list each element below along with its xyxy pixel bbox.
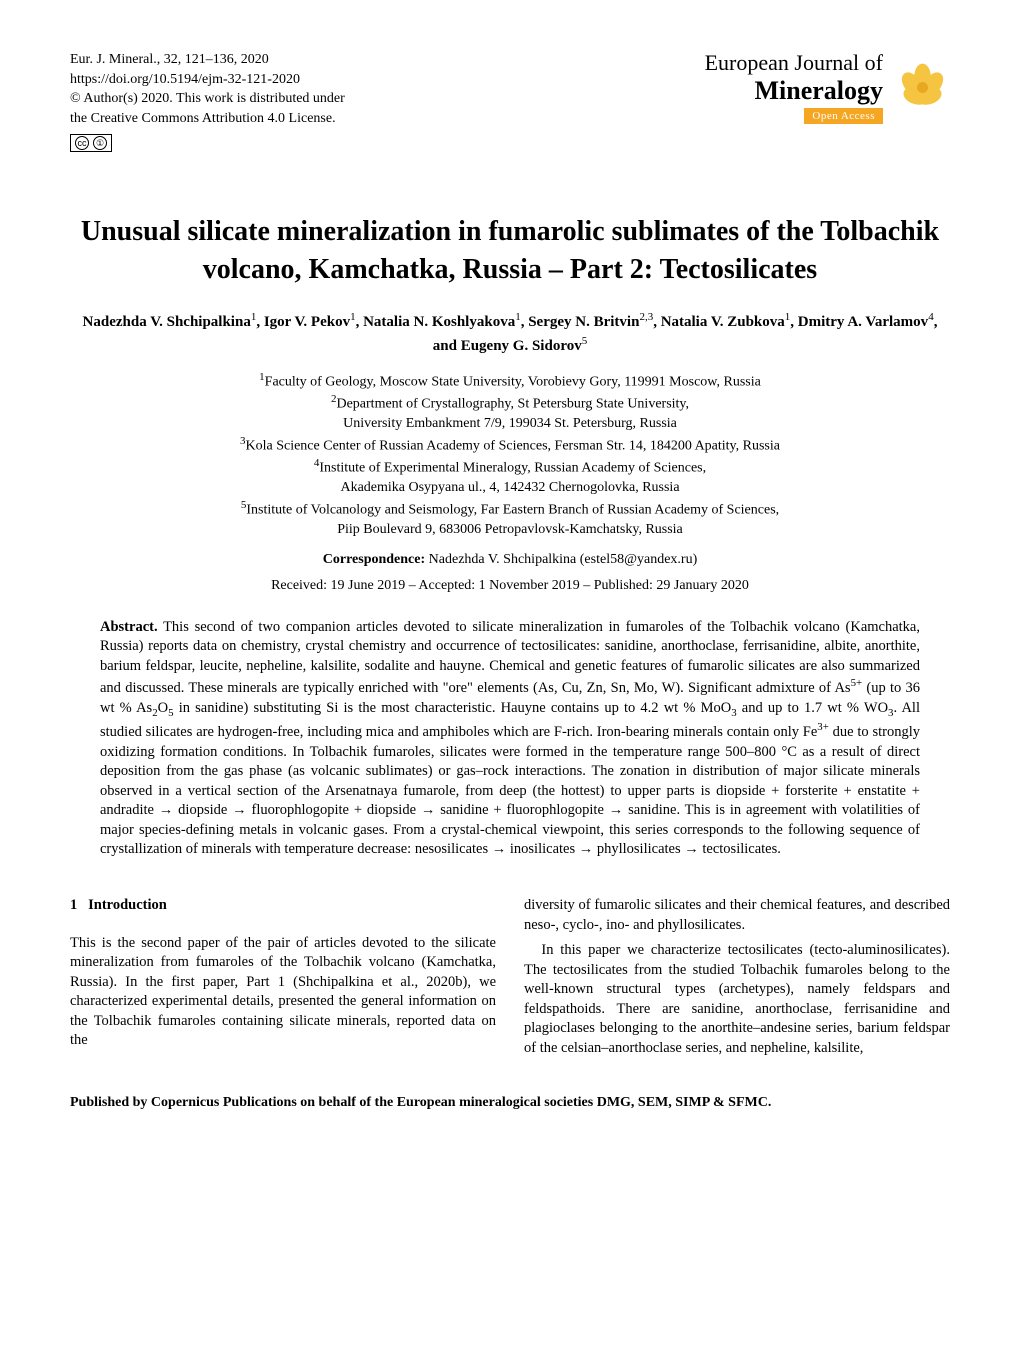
doi-line: https://doi.org/10.5194/ejm-32-121-2020: [70, 70, 345, 90]
right-column: diversity of fumarolic silicates and the…: [524, 896, 950, 1059]
body-columns: 1 Introduction This is the second paper …: [70, 896, 950, 1059]
cc-icon: cc: [75, 136, 89, 150]
affiliations: 1Faculty of Geology, Moscow State Univer…: [70, 370, 950, 540]
journal-brand: European Journal of Mineralogy Open Acce…: [705, 50, 950, 124]
abstract: Abstract. This second of two companion a…: [100, 618, 920, 860]
flower-icon: [895, 60, 950, 115]
authors: Nadezhda V. Shchipalkina1, Igor V. Pekov…: [70, 309, 950, 358]
intro-para-1: This is the second paper of the pair of …: [70, 934, 496, 1051]
left-column: 1 Introduction This is the second paper …: [70, 896, 496, 1059]
correspondence-text: Nadezhda V. Shchipalkina (estel58@yandex…: [429, 552, 698, 567]
intro-para-3: In this paper we characterize tectosilic…: [524, 941, 950, 1058]
header: Eur. J. Mineral., 32, 121–136, 2020 http…: [70, 50, 950, 153]
correspondence: Correspondence: Nadezhda V. Shchipalkina…: [70, 552, 950, 568]
license-line: the Creative Commons Attribution 4.0 Lic…: [70, 109, 345, 129]
intro-para-2: diversity of fumarolic silicates and the…: [524, 896, 950, 935]
section-title-text: Introduction: [88, 897, 167, 913]
section-heading: 1 Introduction: [70, 896, 496, 916]
cc-badge: cc ①: [70, 134, 112, 152]
brand-line1: European Journal of: [705, 50, 883, 76]
brand-line2: Mineralogy: [705, 76, 883, 106]
correspondence-label: Correspondence:: [323, 552, 425, 567]
by-icon: ①: [93, 136, 107, 150]
open-access-badge: Open Access: [804, 108, 883, 124]
dates-line: Received: 19 June 2019 – Accepted: 1 Nov…: [70, 578, 950, 594]
abstract-label: Abstract.: [100, 619, 158, 635]
citation-line: Eur. J. Mineral., 32, 121–136, 2020: [70, 50, 345, 70]
copyright-line: © Author(s) 2020. This work is distribut…: [70, 89, 345, 109]
meta-block: Eur. J. Mineral., 32, 121–136, 2020 http…: [70, 50, 345, 153]
article-title: Unusual silicate mineralization in fumar…: [70, 213, 950, 289]
footer-publisher: Published by Copernicus Publications on …: [70, 1095, 950, 1111]
abstract-body: This second of two companion articles de…: [100, 619, 920, 858]
section-number: 1: [70, 897, 77, 913]
